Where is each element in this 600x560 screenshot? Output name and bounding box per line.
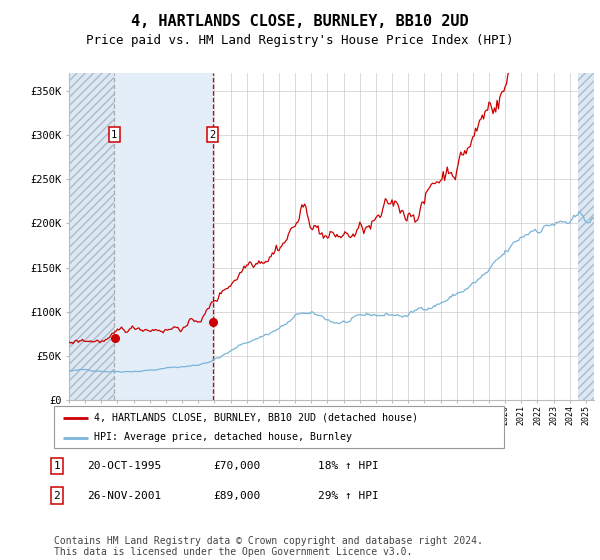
Text: 2: 2 xyxy=(53,491,61,501)
Bar xyxy=(114,73,213,400)
Bar xyxy=(578,73,600,400)
Bar xyxy=(69,73,114,400)
Text: 20-OCT-1995: 20-OCT-1995 xyxy=(87,461,161,471)
Text: 26-NOV-2001: 26-NOV-2001 xyxy=(87,491,161,501)
Text: 29% ↑ HPI: 29% ↑ HPI xyxy=(318,491,379,501)
Text: £89,000: £89,000 xyxy=(213,491,260,501)
Text: Price paid vs. HM Land Registry's House Price Index (HPI): Price paid vs. HM Land Registry's House … xyxy=(86,34,514,46)
Text: Contains HM Land Registry data © Crown copyright and database right 2024.
This d: Contains HM Land Registry data © Crown c… xyxy=(54,535,483,557)
Text: 1: 1 xyxy=(111,130,118,140)
Text: 18% ↑ HPI: 18% ↑ HPI xyxy=(318,461,379,471)
Text: 2: 2 xyxy=(209,130,216,140)
Text: 1: 1 xyxy=(53,461,61,471)
FancyBboxPatch shape xyxy=(54,406,504,448)
Text: 4, HARTLANDS CLOSE, BURNLEY, BB10 2UD (detached house): 4, HARTLANDS CLOSE, BURNLEY, BB10 2UD (d… xyxy=(95,413,419,423)
Text: £70,000: £70,000 xyxy=(213,461,260,471)
Text: 4, HARTLANDS CLOSE, BURNLEY, BB10 2UD: 4, HARTLANDS CLOSE, BURNLEY, BB10 2UD xyxy=(131,14,469,29)
Text: HPI: Average price, detached house, Burnley: HPI: Average price, detached house, Burn… xyxy=(95,432,353,442)
